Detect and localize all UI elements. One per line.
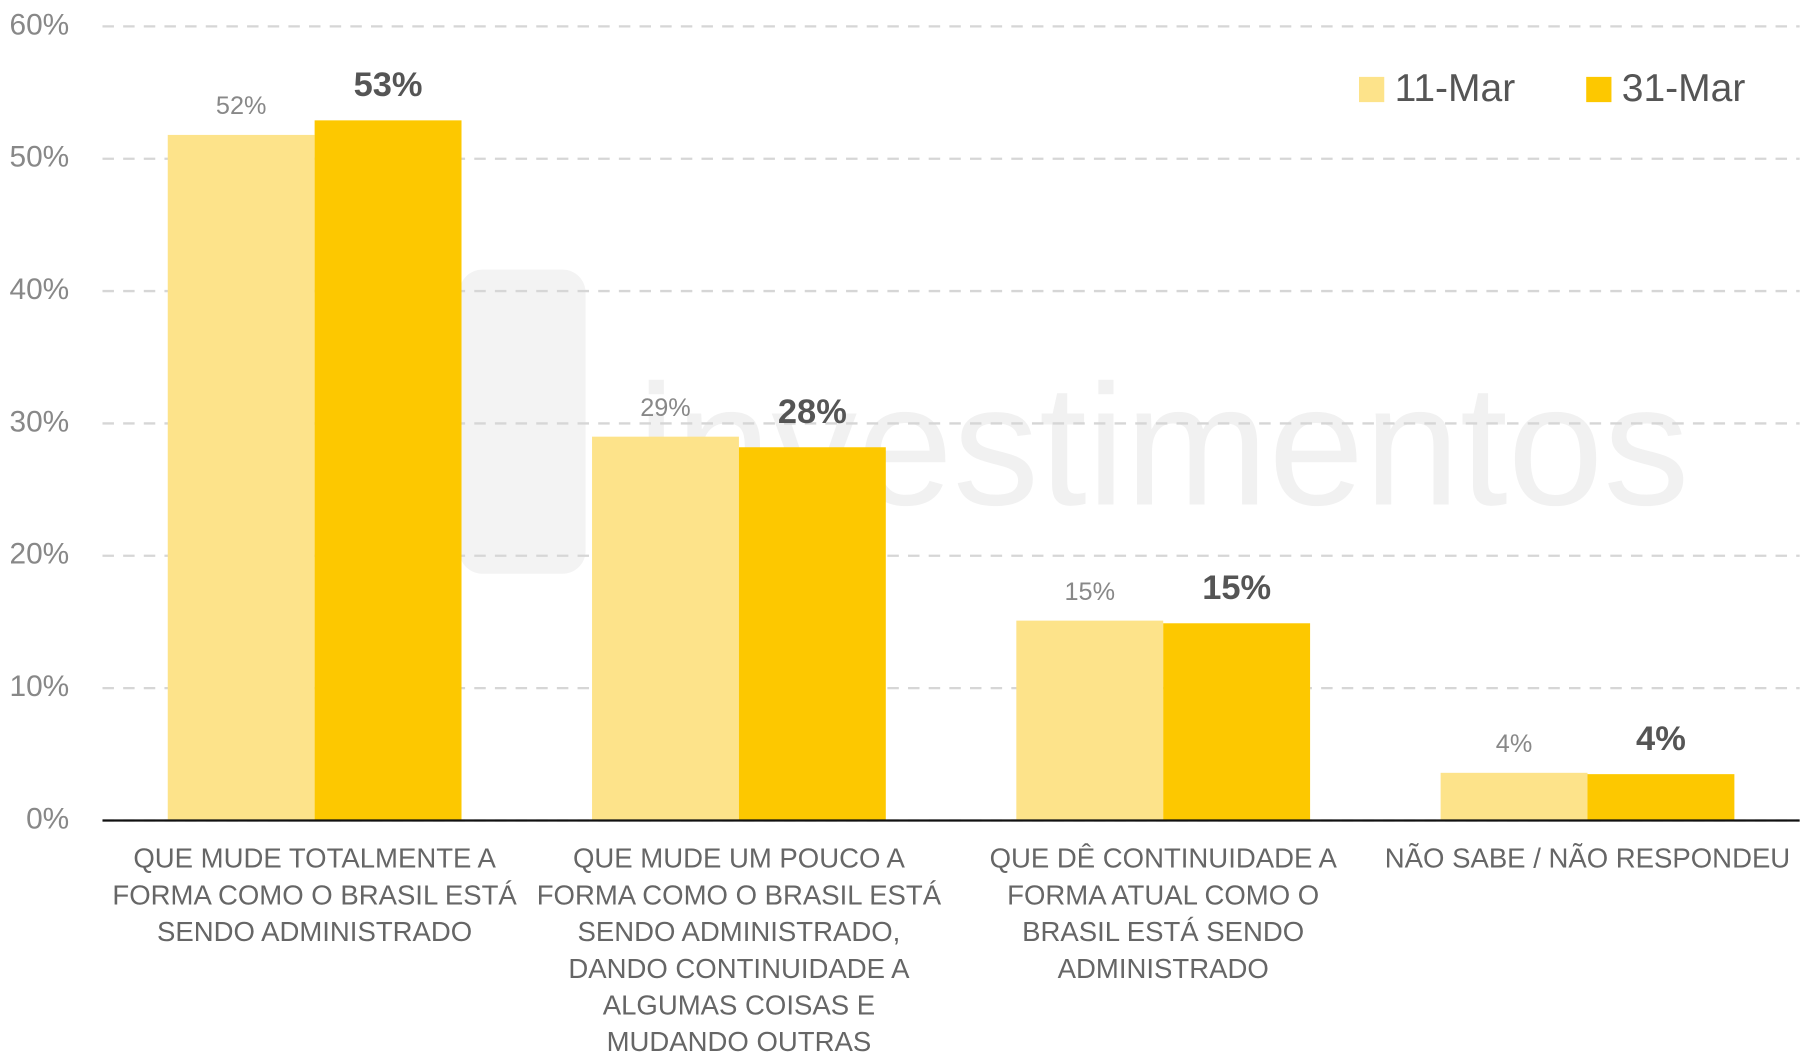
value-label: 29% [640, 394, 691, 422]
y-tick-label: 30% [10, 405, 70, 438]
value-label: 15% [1202, 569, 1271, 607]
value-label: 52% [216, 92, 267, 120]
watermark-logo [459, 269, 586, 574]
value-label: 4% [1496, 730, 1532, 758]
y-tick-label: 0% [26, 802, 69, 835]
value-label: 15% [1065, 578, 1116, 606]
legend-swatch [1586, 76, 1612, 103]
legend-swatch [1359, 76, 1385, 103]
bar [167, 134, 315, 821]
y-tick-label: 10% [10, 670, 70, 703]
bar [1163, 623, 1311, 821]
bar [1016, 620, 1164, 821]
bar [592, 436, 739, 821]
y-tick-label: 20% [10, 538, 70, 571]
value-label: 28% [778, 393, 847, 431]
x-tick-label: QUE MUDE UM POUCO A FORMA COMO O BRASIL E… [537, 843, 942, 1058]
legend-label: 31-Mar [1622, 67, 1746, 110]
bar [314, 120, 462, 821]
y-tick-label: 40% [10, 273, 70, 306]
value-label: 53% [354, 66, 423, 104]
bar [738, 447, 886, 821]
x-tick-label: NÃO SABE / NÃO RESPONDEU [1385, 843, 1790, 874]
x-tick-label: QUE MUDE TOTALMENTE A FORMA COMO O BRASIL… [112, 843, 517, 947]
value-label: 4% [1636, 720, 1686, 758]
bar [1587, 774, 1735, 821]
y-tick-label: 60% [10, 8, 70, 41]
y-tick-label: 50% [10, 141, 70, 174]
legend-label: 11-Mar [1395, 67, 1516, 110]
bar [1440, 772, 1588, 821]
